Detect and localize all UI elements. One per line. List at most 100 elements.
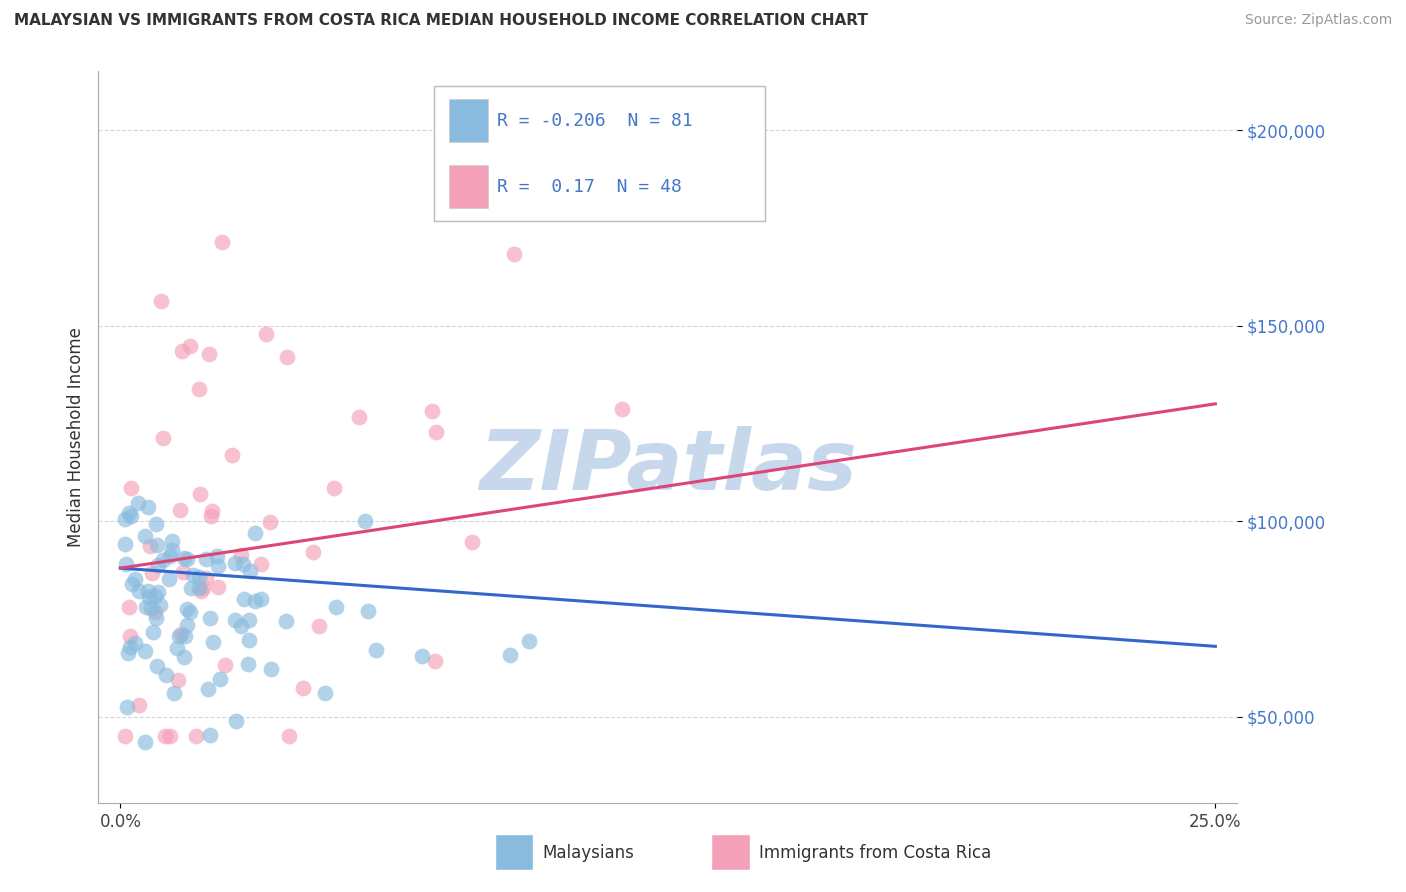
FancyBboxPatch shape bbox=[495, 834, 533, 870]
Point bbox=[117, 700, 139, 714]
Point bbox=[291, 681, 314, 695]
Point bbox=[425, 425, 447, 440]
Point bbox=[357, 604, 380, 618]
Point bbox=[238, 632, 260, 647]
Point bbox=[166, 641, 188, 656]
Point bbox=[214, 658, 236, 673]
Point bbox=[179, 339, 201, 353]
Point bbox=[224, 556, 246, 570]
Point bbox=[610, 401, 633, 416]
Point bbox=[260, 662, 283, 676]
Point bbox=[114, 512, 136, 526]
Point bbox=[190, 583, 212, 598]
Point bbox=[195, 552, 218, 566]
Point bbox=[207, 558, 229, 573]
Point bbox=[172, 565, 194, 579]
Point bbox=[231, 557, 253, 571]
Point bbox=[200, 508, 222, 523]
Point bbox=[208, 672, 231, 686]
Point bbox=[120, 482, 142, 496]
Text: R = -0.206  N = 81: R = -0.206 N = 81 bbox=[498, 112, 693, 130]
Point bbox=[211, 235, 233, 250]
Point bbox=[152, 431, 174, 445]
Point bbox=[139, 539, 162, 553]
Point bbox=[150, 293, 173, 308]
Point bbox=[160, 533, 183, 548]
Point bbox=[146, 659, 169, 673]
FancyBboxPatch shape bbox=[434, 86, 765, 221]
Point bbox=[221, 448, 243, 462]
Point bbox=[121, 576, 143, 591]
Point bbox=[117, 506, 139, 520]
Point bbox=[149, 598, 172, 612]
Point bbox=[250, 557, 273, 571]
Point bbox=[134, 644, 156, 658]
Point bbox=[308, 619, 330, 633]
Point bbox=[517, 634, 540, 648]
Point bbox=[198, 611, 221, 625]
Point bbox=[254, 327, 277, 342]
Point bbox=[354, 514, 377, 528]
Point bbox=[198, 347, 221, 361]
Point bbox=[225, 714, 247, 728]
Point bbox=[186, 729, 208, 743]
Point bbox=[114, 729, 136, 743]
Point bbox=[205, 549, 228, 563]
Point bbox=[138, 590, 160, 604]
Point bbox=[325, 600, 347, 615]
Point bbox=[143, 605, 166, 619]
Point bbox=[143, 589, 166, 603]
Point bbox=[163, 686, 186, 700]
Point bbox=[411, 649, 433, 664]
Point bbox=[173, 550, 195, 565]
Point bbox=[238, 613, 260, 627]
Point bbox=[323, 481, 346, 495]
Point bbox=[194, 571, 217, 585]
Point bbox=[188, 569, 211, 583]
Point bbox=[238, 657, 260, 671]
Point bbox=[314, 686, 336, 700]
Point bbox=[155, 667, 177, 681]
Point bbox=[135, 600, 157, 615]
Y-axis label: Median Household Income: Median Household Income bbox=[66, 327, 84, 547]
Point bbox=[301, 545, 323, 559]
FancyBboxPatch shape bbox=[449, 165, 488, 208]
Point bbox=[207, 580, 229, 594]
Point bbox=[120, 640, 142, 655]
Text: Malaysians: Malaysians bbox=[543, 844, 634, 862]
Point bbox=[229, 548, 252, 562]
Point bbox=[134, 529, 156, 543]
Text: R =  0.17  N = 48: R = 0.17 N = 48 bbox=[498, 178, 682, 196]
Point bbox=[188, 487, 211, 501]
Point bbox=[159, 572, 181, 586]
Point bbox=[162, 543, 184, 558]
Point bbox=[181, 568, 204, 582]
Text: Immigrants from Costa Rica: Immigrants from Costa Rica bbox=[759, 844, 991, 862]
Point bbox=[499, 648, 522, 662]
Point bbox=[188, 383, 211, 397]
Point bbox=[278, 729, 301, 743]
Point bbox=[276, 615, 298, 629]
Point bbox=[276, 350, 298, 364]
Point bbox=[145, 517, 167, 532]
Point bbox=[146, 538, 169, 552]
Point bbox=[114, 537, 136, 551]
Point bbox=[159, 549, 181, 563]
Point bbox=[152, 553, 174, 567]
Point bbox=[243, 594, 266, 608]
Point bbox=[128, 698, 150, 712]
Point bbox=[420, 403, 443, 417]
Text: MALAYSIAN VS IMMIGRANTS FROM COSTA RICA MEDIAN HOUSEHOLD INCOME CORRELATION CHAR: MALAYSIAN VS IMMIGRANTS FROM COSTA RICA … bbox=[14, 13, 868, 29]
Point bbox=[120, 629, 142, 643]
Point bbox=[198, 728, 221, 742]
Point bbox=[232, 592, 254, 607]
Point bbox=[153, 729, 176, 743]
Point bbox=[173, 650, 195, 665]
Point bbox=[201, 504, 224, 518]
Point bbox=[224, 613, 246, 627]
Point bbox=[146, 585, 169, 599]
Point bbox=[229, 619, 252, 633]
FancyBboxPatch shape bbox=[449, 99, 488, 143]
Point bbox=[180, 582, 202, 596]
Point bbox=[250, 591, 273, 606]
